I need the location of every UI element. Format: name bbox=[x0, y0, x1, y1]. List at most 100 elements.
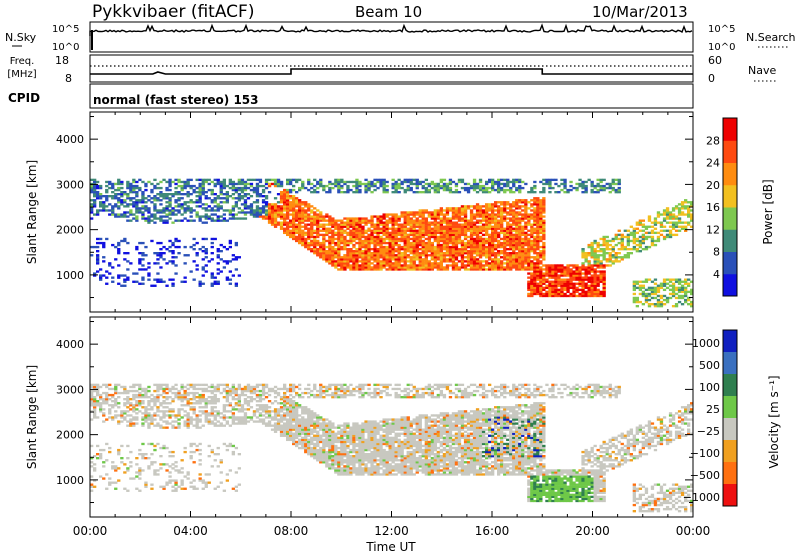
heatmap-cell bbox=[150, 442, 154, 446]
heatmap-cell bbox=[436, 245, 441, 249]
heatmap-cell bbox=[406, 221, 410, 224]
heatmap-cell bbox=[584, 184, 588, 188]
heatmap-cell bbox=[427, 235, 432, 239]
heatmap-cell bbox=[343, 229, 347, 232]
heatmap-cell bbox=[632, 245, 637, 249]
heatmap-cell bbox=[497, 225, 501, 228]
heatmap-cell bbox=[512, 237, 516, 241]
heatmap-cell bbox=[626, 237, 631, 241]
heatmap-cell bbox=[126, 252, 130, 255]
heatmap-cell bbox=[491, 266, 495, 269]
heatmap-cell bbox=[168, 414, 172, 417]
heatmap-cell bbox=[310, 250, 314, 253]
heatmap-cell bbox=[439, 260, 444, 263]
heatmap-cell bbox=[141, 201, 145, 204]
heatmap-cell bbox=[481, 264, 486, 267]
heatmap-cell bbox=[138, 393, 142, 397]
heatmap-cell bbox=[123, 278, 127, 281]
heatmap-cell bbox=[153, 209, 157, 212]
heatmap-cell bbox=[518, 211, 522, 214]
heatmap-cell bbox=[328, 239, 332, 243]
heatmap-cell bbox=[680, 294, 685, 298]
heatmap-cell bbox=[518, 191, 522, 194]
heatmap-cell bbox=[228, 180, 233, 184]
heatmap-cell bbox=[521, 229, 525, 232]
heatmap-cell bbox=[530, 280, 534, 283]
heatmap-cell bbox=[424, 219, 429, 222]
heatmap-cell bbox=[385, 225, 389, 228]
heatmap-cell bbox=[536, 239, 540, 243]
heatmap-cell bbox=[307, 237, 311, 241]
heatmap-cell bbox=[575, 278, 579, 281]
heatmap-cell bbox=[653, 296, 658, 300]
heatmap-cell bbox=[430, 235, 435, 239]
heatmap-cell bbox=[168, 217, 172, 220]
heatmap-cell bbox=[527, 250, 531, 253]
heatmap-cell bbox=[123, 213, 127, 216]
heatmap-cell bbox=[129, 408, 133, 411]
heatmap-cell bbox=[105, 385, 109, 389]
heatmap-cell bbox=[153, 469, 157, 472]
heatmap-cell bbox=[684, 199, 688, 202]
heatmap-cell bbox=[536, 274, 540, 277]
heatmap-cell bbox=[397, 227, 401, 230]
heatmap-cell bbox=[370, 252, 374, 255]
heatmap-cell bbox=[533, 262, 537, 265]
heatmap-cell bbox=[602, 266, 606, 269]
colorbar-tick-label: 8 bbox=[713, 246, 720, 259]
heatmap-cell bbox=[539, 266, 543, 269]
heatmap-cell bbox=[117, 414, 121, 417]
heatmap-cell bbox=[355, 188, 359, 192]
heatmap-cell bbox=[451, 243, 456, 247]
heatmap-cell bbox=[593, 274, 597, 277]
heatmap-cell bbox=[424, 209, 429, 212]
heatmap-cell bbox=[141, 276, 145, 279]
heatmap-cell bbox=[650, 292, 655, 296]
heatmap-cell bbox=[273, 203, 278, 206]
heatmap-cell bbox=[418, 262, 422, 265]
site-title: Pykkvibaer (fitACF) bbox=[92, 2, 254, 22]
heatmap-cell bbox=[96, 262, 100, 265]
heatmap-cell bbox=[346, 264, 350, 267]
heatmap-cell bbox=[536, 292, 540, 296]
heatmap-cell bbox=[491, 186, 495, 190]
heatmap-cell bbox=[249, 184, 254, 188]
heatmap-cell bbox=[551, 292, 555, 296]
heatmap-cell bbox=[120, 385, 124, 389]
heatmap-cell bbox=[632, 233, 637, 237]
heatmap-cell bbox=[231, 254, 236, 257]
heatmap-cell bbox=[99, 453, 103, 456]
heatmap-cell bbox=[491, 205, 495, 208]
heatmap-cell bbox=[355, 258, 359, 261]
heatmap-cell bbox=[445, 207, 450, 210]
heatmap-cell bbox=[593, 250, 597, 253]
heatmap-cell bbox=[198, 284, 202, 287]
heatmap-cell bbox=[677, 213, 682, 216]
heatmap-cell bbox=[180, 487, 184, 490]
heatmap-cell bbox=[463, 207, 468, 210]
heatmap-cell bbox=[340, 245, 344, 249]
heatmap-cell bbox=[485, 213, 489, 216]
heatmap-cell bbox=[481, 237, 486, 241]
heatmap-cell bbox=[292, 219, 296, 222]
heatmap-cell bbox=[539, 288, 543, 292]
heatmap-cell bbox=[647, 219, 652, 222]
heatmap-cell bbox=[491, 219, 495, 222]
heatmap-cell bbox=[355, 233, 359, 237]
heatmap-cell bbox=[563, 184, 567, 188]
heatmap-cell bbox=[557, 292, 561, 296]
heatmap-cell bbox=[120, 414, 124, 417]
heatmap-cell bbox=[436, 211, 441, 214]
heatmap-cell bbox=[234, 205, 239, 208]
heatmap-cell bbox=[174, 191, 178, 194]
heatmap-cell bbox=[216, 262, 220, 265]
heatmap-cell bbox=[518, 178, 522, 182]
heatmap-cell bbox=[99, 193, 103, 196]
heatmap-cell bbox=[213, 182, 217, 186]
heatmap-cell bbox=[551, 276, 555, 279]
heatmap-cell bbox=[322, 227, 326, 230]
heatmap-cell bbox=[602, 278, 606, 281]
heatmap-cell bbox=[129, 182, 133, 186]
heatmap-cell bbox=[533, 217, 537, 220]
heatmap-cell bbox=[644, 237, 649, 241]
